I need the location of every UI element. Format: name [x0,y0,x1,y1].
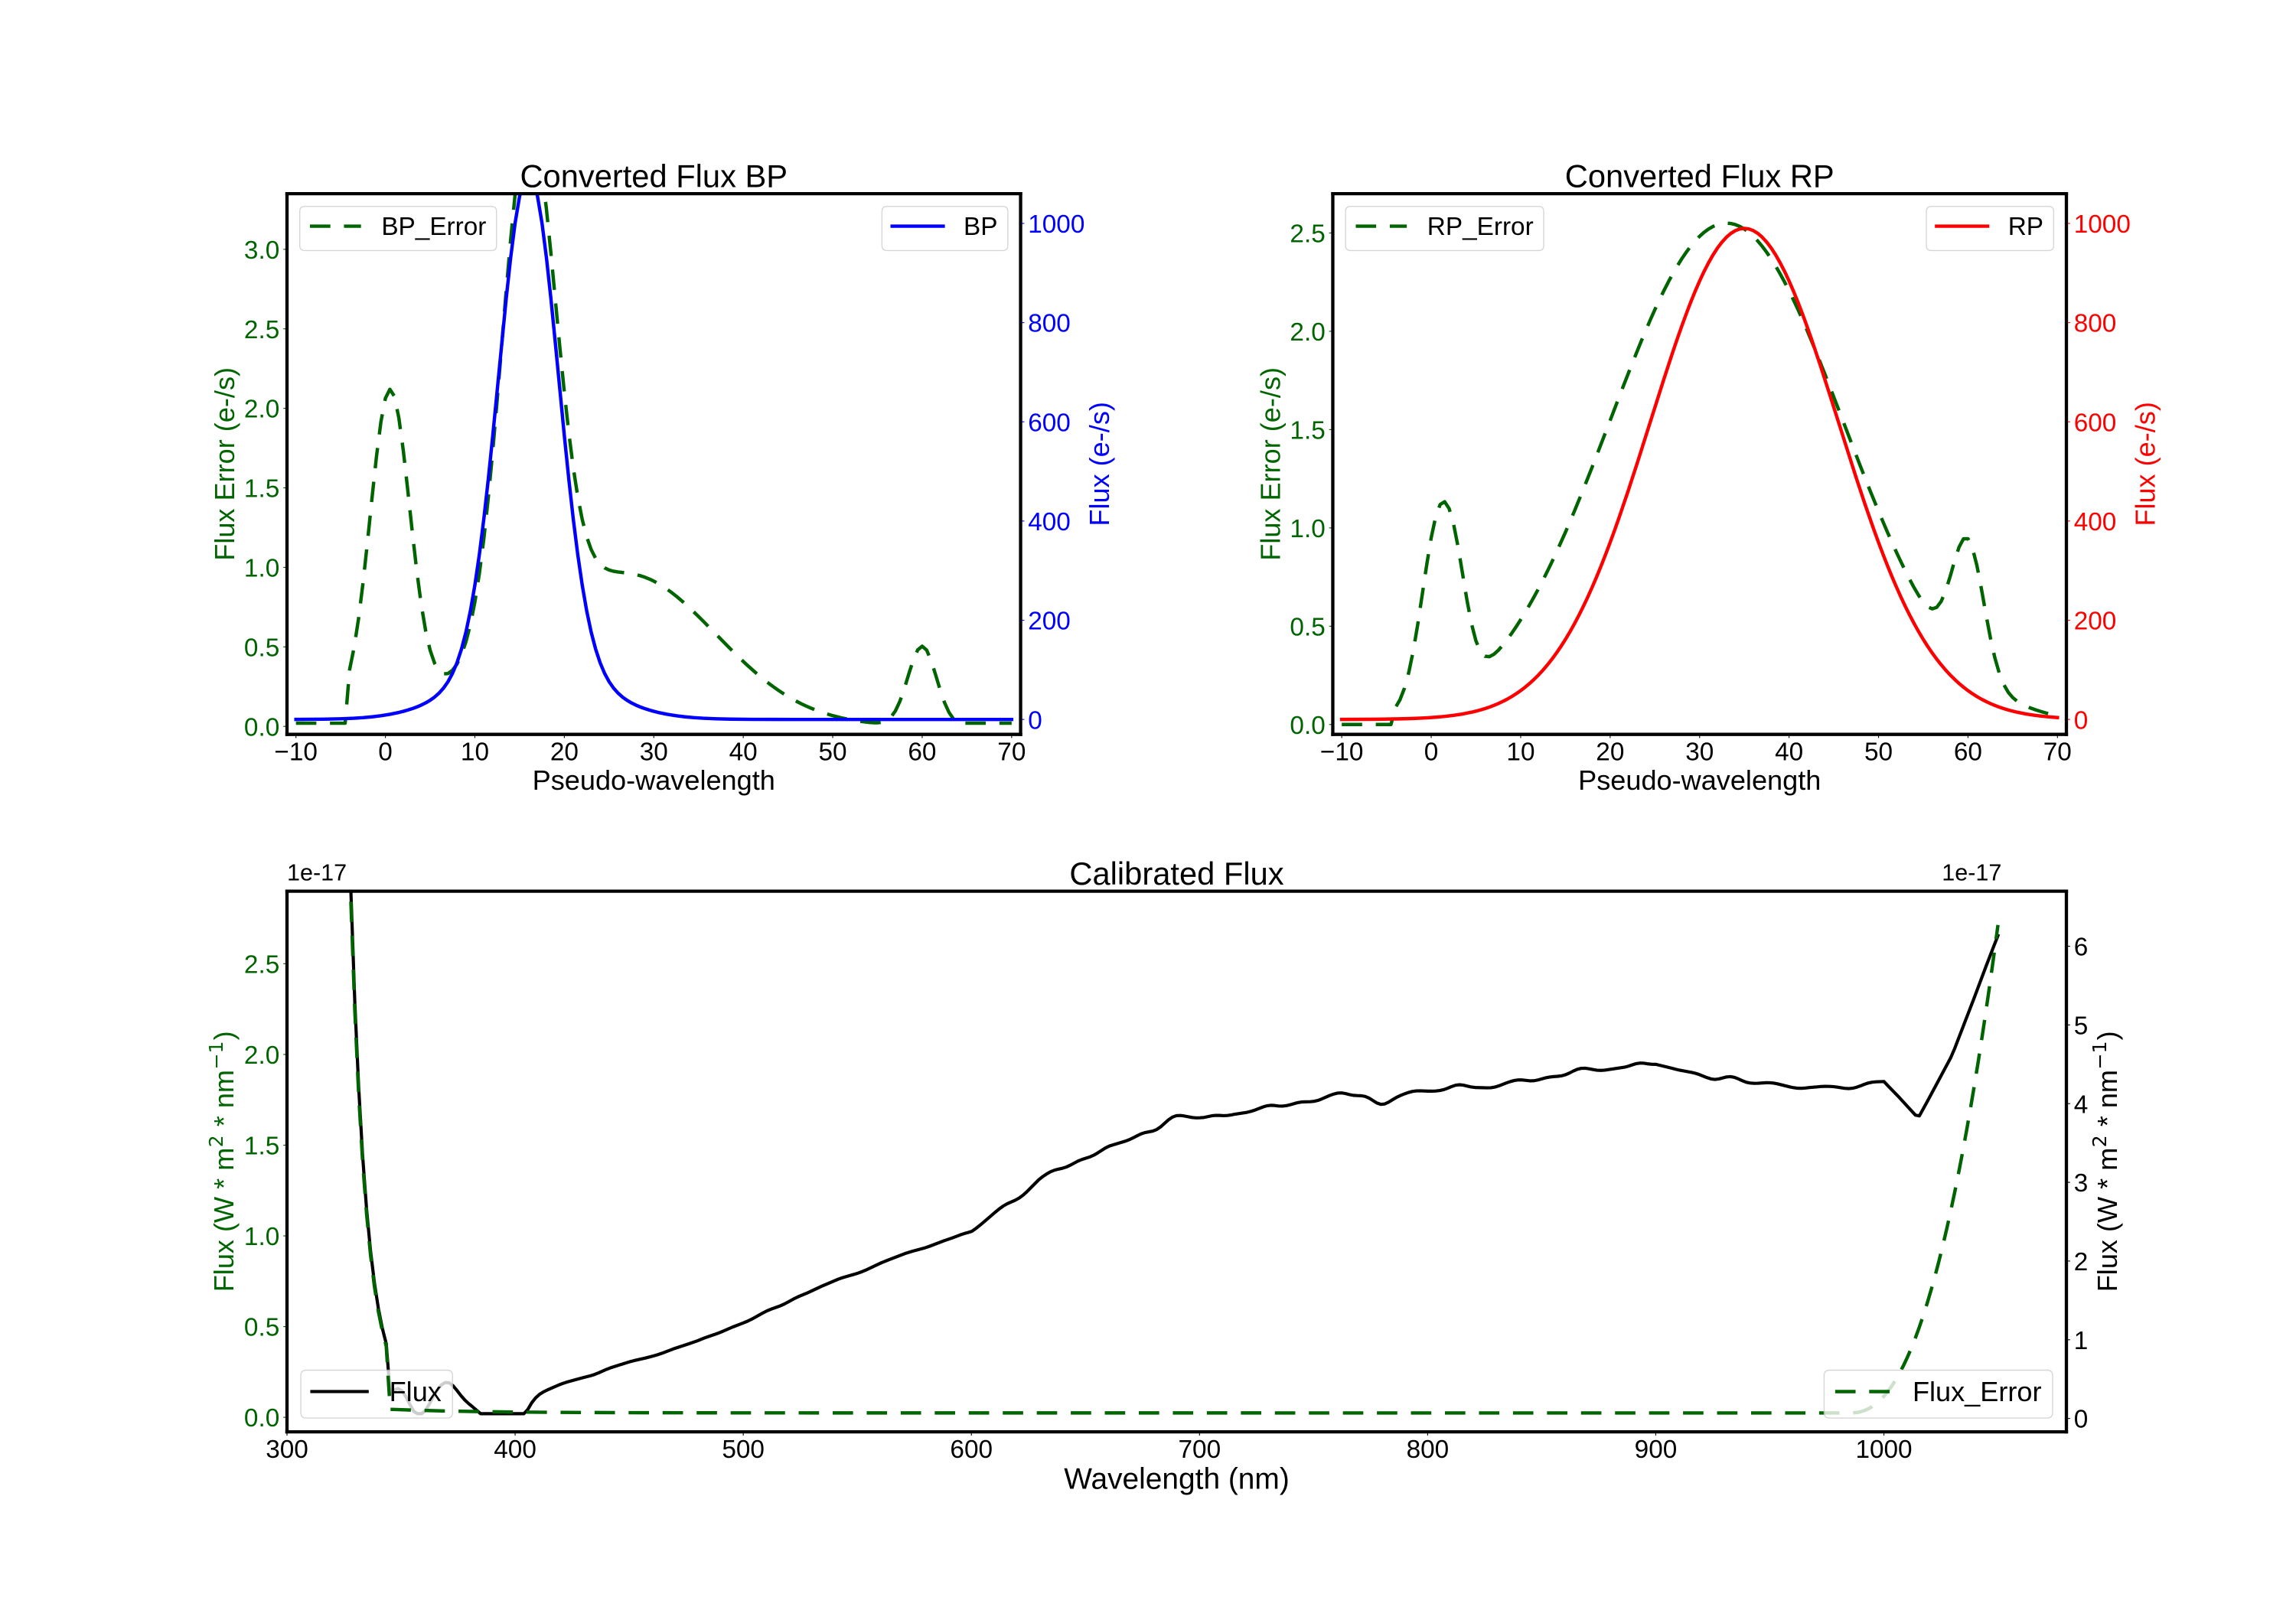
svg-text:4: 4 [2074,1090,2089,1119]
svg-text:Converted Flux RP: Converted Flux RP [1565,158,1835,194]
svg-text:70: 70 [997,738,1026,767]
svg-text:1000: 1000 [1855,1436,1912,1464]
svg-text:5: 5 [2074,1012,2089,1040]
svg-text:2: 2 [2074,1248,2089,1276]
svg-text:200: 200 [2074,608,2117,636]
svg-text:RP: RP [2008,213,2043,241]
svg-text:6: 6 [2074,934,2089,962]
svg-text:0: 0 [2074,1406,2089,1434]
svg-text:1e-17: 1e-17 [287,859,347,885]
svg-text:0.5: 0.5 [244,1314,279,1342]
svg-text:BP_Error: BP_Error [381,213,486,241]
svg-text:900: 900 [1635,1436,1678,1464]
svg-text:Pseudo-wavelength: Pseudo-wavelength [533,764,775,796]
svg-text:0: 0 [2074,706,2089,735]
svg-text:2.0: 2.0 [244,396,279,424]
svg-text:1.0: 1.0 [1290,515,1325,543]
svg-text:2.0: 2.0 [1290,318,1325,347]
svg-text:600: 600 [2074,409,2117,437]
svg-text:RP_Error: RP_Error [1427,213,1534,241]
svg-text:Calibrated Flux: Calibrated Flux [1069,856,1283,892]
svg-text:Flux Error (e-/s): Flux Error (e-/s) [209,367,240,561]
svg-text:30: 30 [1685,738,1714,767]
svg-text:0.0: 0.0 [244,1404,279,1433]
svg-text:F l u x: F l u x ( W * m * n m ) 2 − 1 [205,1026,240,1292]
svg-text:400: 400 [494,1436,536,1464]
svg-text:Flux (e-/s): Flux (e-/s) [2130,402,2161,526]
svg-text:20: 20 [550,738,579,767]
svg-text:−10: −10 [274,738,318,767]
svg-text:2.5: 2.5 [244,316,279,344]
svg-text:Flux_Error: Flux_Error [1913,1376,2042,1407]
svg-text:1000: 1000 [2074,210,2131,239]
svg-text:Wavelength (nm): Wavelength (nm) [1064,1463,1290,1496]
svg-text:F l u x: F l u x ( W * m * n m ) 2 − 1 [2089,1026,2123,1292]
svg-text:0.0: 0.0 [244,713,279,742]
svg-text:0.5: 0.5 [244,634,279,662]
svg-text:20: 20 [1596,738,1624,767]
svg-text:3: 3 [2074,1169,2089,1198]
svg-text:200: 200 [1028,608,1071,636]
svg-text:0: 0 [1424,738,1439,767]
svg-text:1: 1 [2074,1327,2089,1355]
svg-text:2.5: 2.5 [244,950,279,979]
svg-text:400: 400 [2074,508,2117,536]
svg-text:50: 50 [1864,738,1893,767]
svg-text:800: 800 [2074,310,2117,338]
svg-text:1e-17: 1e-17 [1942,859,2001,885]
svg-text:Flux (e-/s): Flux (e-/s) [1084,402,1115,526]
svg-text:60: 60 [1954,738,1982,767]
svg-text:40: 40 [1775,738,1803,767]
svg-text:0: 0 [1028,706,1042,735]
svg-text:700: 700 [1179,1436,1221,1464]
svg-text:3.0: 3.0 [244,236,279,265]
svg-text:600: 600 [1028,409,1071,437]
svg-text:Converted Flux BP: Converted Flux BP [520,158,788,194]
svg-text:40: 40 [729,738,758,767]
svg-text:1.0: 1.0 [244,1223,279,1251]
svg-text:800: 800 [1028,310,1071,338]
svg-text:70: 70 [2043,738,2072,767]
svg-text:Flux Error (e-/s): Flux Error (e-/s) [1254,367,1286,561]
svg-text:500: 500 [722,1436,765,1464]
svg-text:1.0: 1.0 [244,554,279,582]
svg-text:30: 30 [640,738,668,767]
svg-text:10: 10 [1506,738,1534,767]
svg-text:Pseudo-wavelength: Pseudo-wavelength [1578,764,1821,796]
svg-text:0: 0 [378,738,393,767]
svg-text:0.5: 0.5 [1290,613,1325,641]
svg-text:1.5: 1.5 [244,1133,279,1161]
svg-text:2.5: 2.5 [1290,220,1325,249]
svg-text:1.5: 1.5 [244,475,279,504]
svg-text:0.0: 0.0 [1290,712,1325,740]
svg-text:10: 10 [461,738,489,767]
svg-text:BP: BP [964,213,997,241]
svg-text:400: 400 [1028,508,1071,536]
svg-text:Flux: Flux [390,1376,442,1407]
svg-text:2.0: 2.0 [244,1041,279,1070]
svg-text:−10: −10 [1320,738,1364,767]
svg-text:1.5: 1.5 [1290,416,1325,445]
svg-text:300: 300 [266,1436,308,1464]
svg-text:600: 600 [950,1436,993,1464]
svg-text:60: 60 [908,738,936,767]
svg-text:800: 800 [1407,1436,1450,1464]
svg-text:50: 50 [819,738,847,767]
svg-text:1000: 1000 [1028,210,1084,239]
